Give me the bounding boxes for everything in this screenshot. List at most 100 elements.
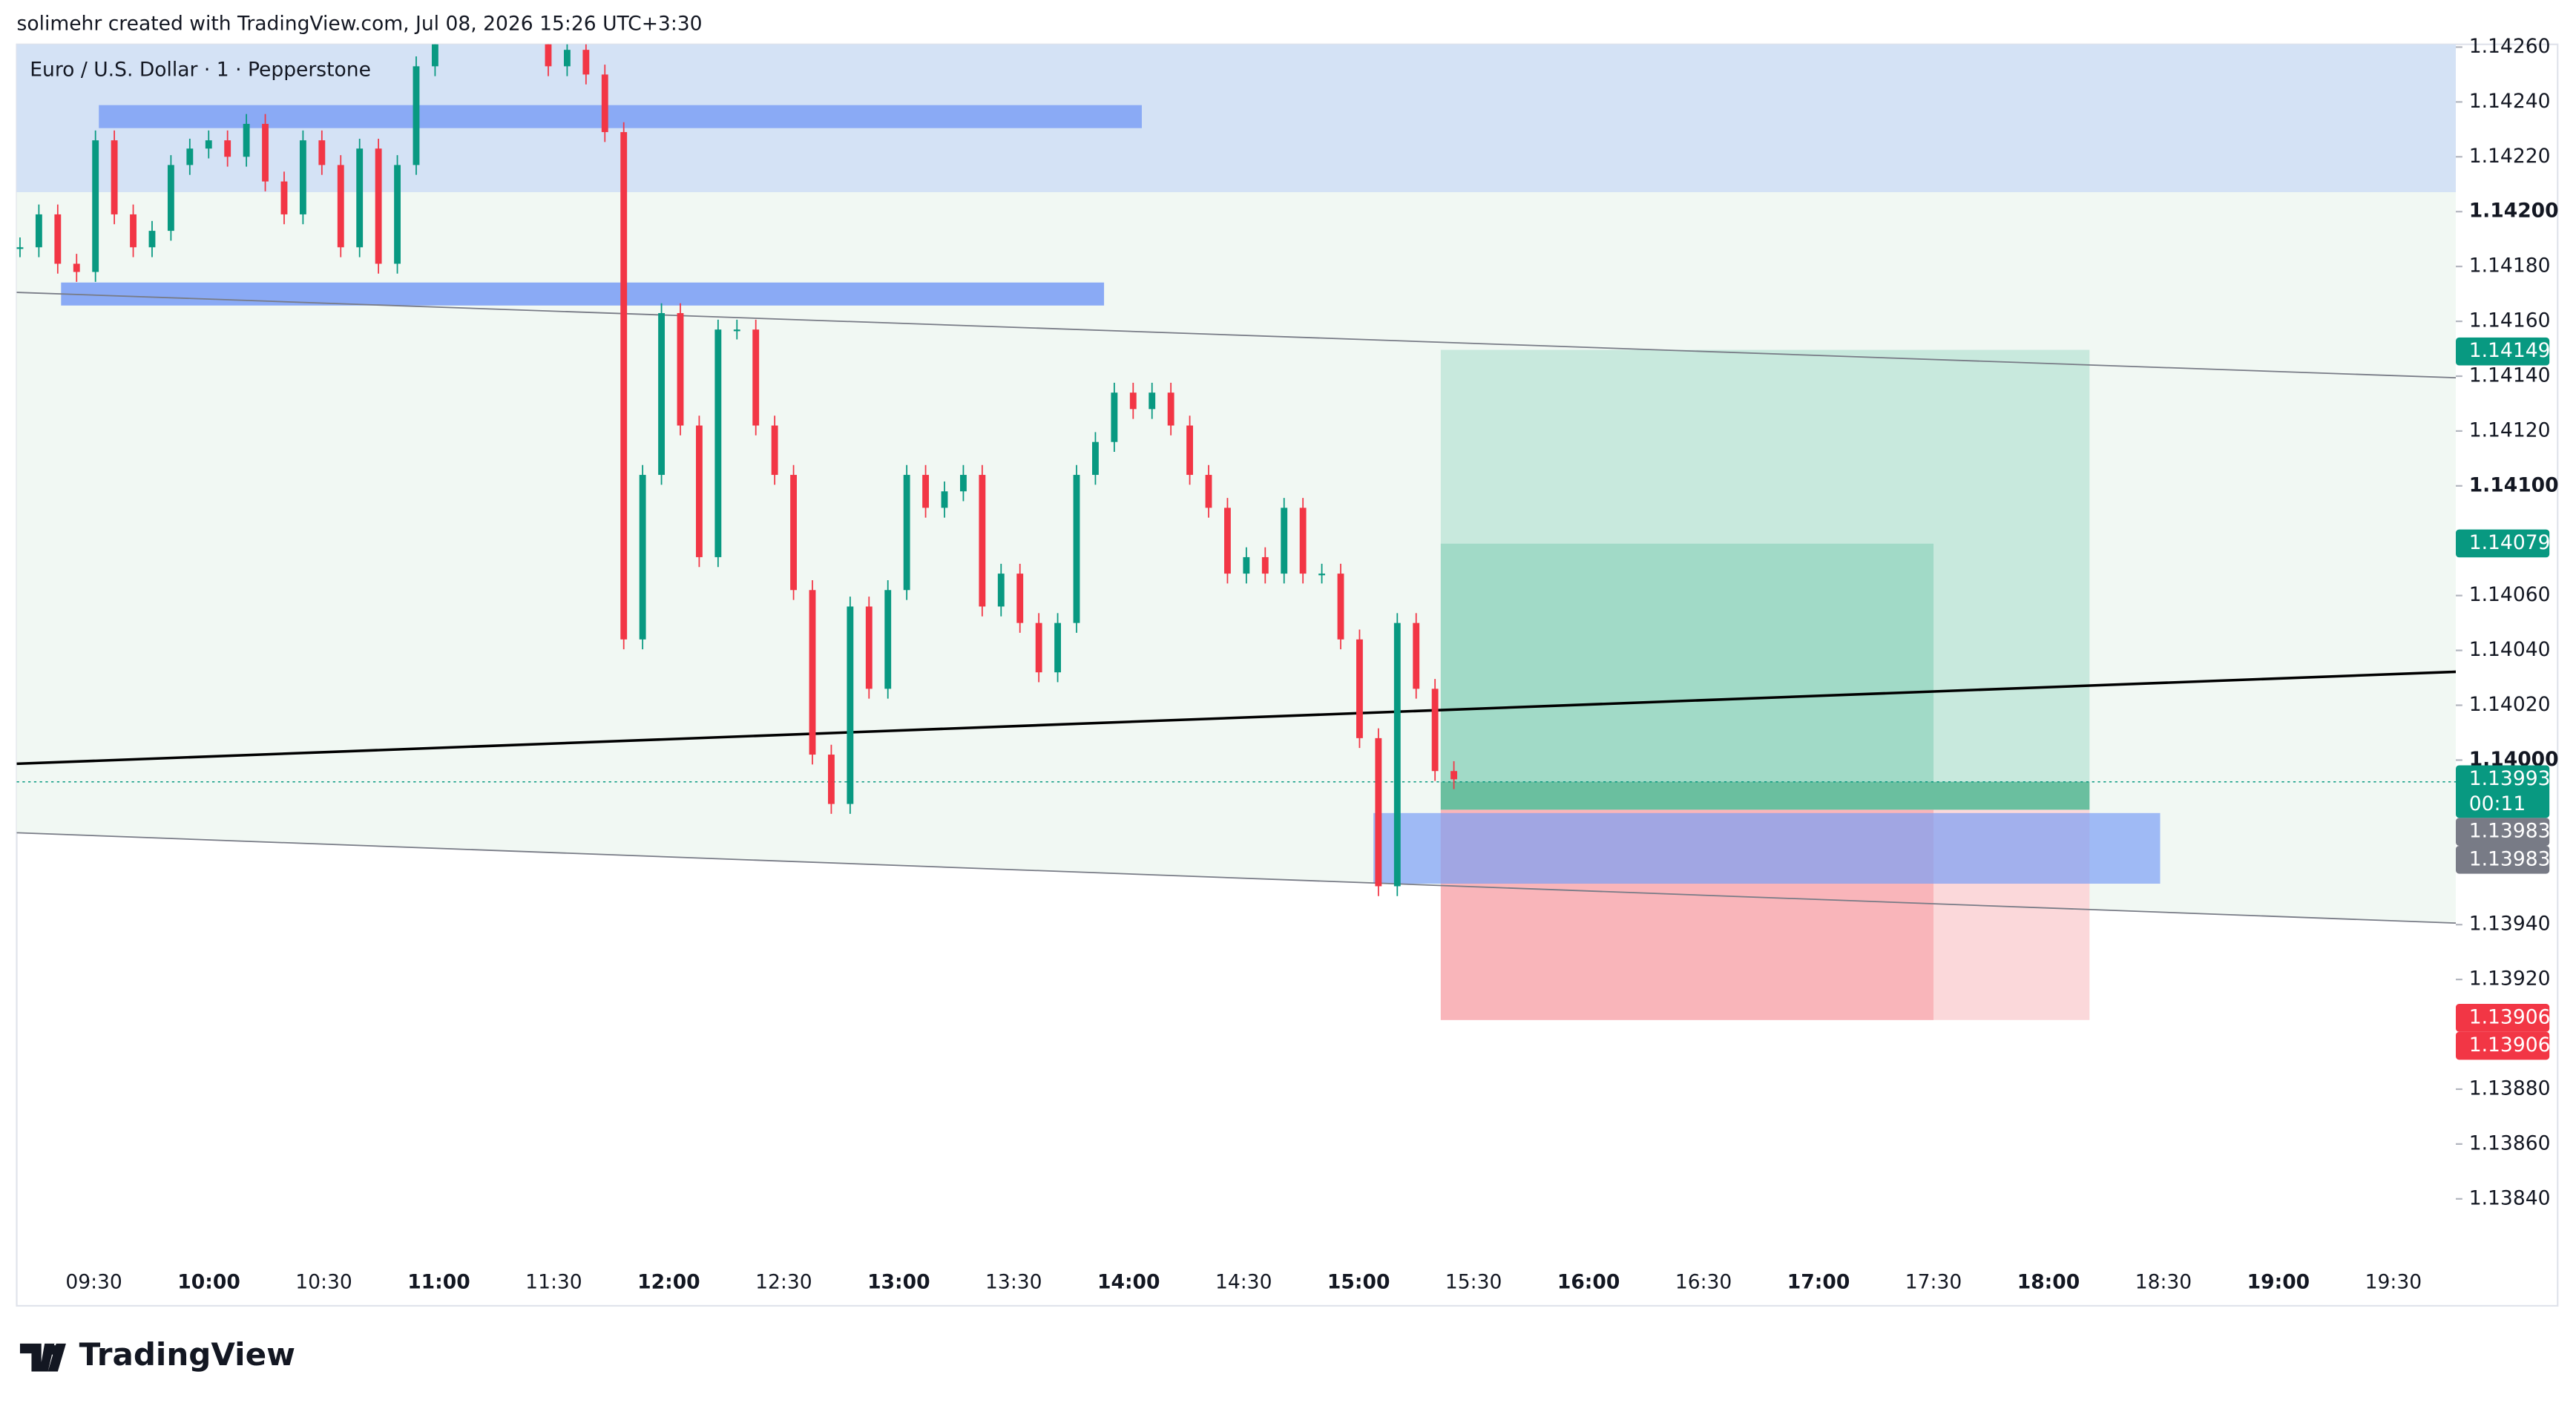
x-tick-label: 16:00 <box>1557 1270 1620 1293</box>
candle <box>1299 507 1307 574</box>
price-tag <box>2456 1004 2550 1032</box>
candle <box>639 475 646 640</box>
candle <box>205 140 212 149</box>
candle <box>827 755 835 804</box>
candle <box>752 329 760 426</box>
y-tick-label: 1.14200 <box>2469 200 2559 223</box>
candle <box>1224 507 1231 574</box>
level-box <box>61 282 1105 306</box>
candle <box>413 66 420 165</box>
candle <box>941 491 948 508</box>
price-tag <box>2456 1031 2550 1060</box>
x-tick-label: 11:00 <box>407 1270 470 1293</box>
trend-line <box>16 832 2457 924</box>
y-tick-label: 1.14120 <box>2469 418 2551 441</box>
candle <box>960 475 967 492</box>
price-tag-label: 1.13983 <box>2469 820 2551 843</box>
y-tick-label: 1.14260 <box>2469 35 2551 58</box>
drawings <box>16 44 2457 1020</box>
candle <box>1261 556 1269 574</box>
candle <box>582 50 590 75</box>
candle <box>167 165 174 231</box>
trend-line <box>16 670 2457 766</box>
logo-icon <box>49 1345 60 1356</box>
candle <box>148 231 156 248</box>
x-tick-label: 18:30 <box>2135 1270 2192 1293</box>
x-tick-label: 12:30 <box>755 1270 812 1293</box>
candle <box>1167 392 1174 426</box>
candle <box>337 165 344 248</box>
x-tick-label: 17:00 <box>1787 1270 1850 1293</box>
price-tag <box>2456 529 2550 558</box>
x-tick-label: 14:30 <box>1215 1270 1272 1293</box>
candle <box>243 123 250 157</box>
candle <box>224 140 231 157</box>
candle <box>1186 425 1194 476</box>
candle <box>771 425 778 476</box>
trend-line <box>16 292 2457 379</box>
candle <box>35 214 42 248</box>
candle <box>431 44 438 67</box>
candle <box>922 475 929 508</box>
candle <box>318 140 326 165</box>
y-tick-label: 1.14060 <box>2469 583 2551 606</box>
price-tag <box>2456 765 2550 818</box>
logo-icon <box>19 1343 66 1372</box>
candle <box>375 148 382 264</box>
x-tick-label: 15:30 <box>1445 1270 1502 1293</box>
candle <box>658 312 665 476</box>
x-tick-label: 19:30 <box>2365 1270 2422 1293</box>
candle <box>884 590 892 689</box>
y-tick-label: 1.14180 <box>2469 254 2551 277</box>
x-tick-label: 13:00 <box>867 1270 930 1293</box>
y-tick-label: 1.13860 <box>2469 1131 2551 1154</box>
price-tag <box>2456 845 2550 874</box>
candle <box>1111 392 1118 442</box>
candle <box>1375 738 1382 887</box>
candle <box>1318 574 1326 576</box>
candle <box>563 50 571 67</box>
level-box <box>99 105 1142 128</box>
y-tick-label: 1.14160 <box>2469 309 2551 332</box>
candle <box>1016 574 1024 623</box>
y-tick-label: 1.14020 <box>2469 693 2551 716</box>
candle <box>1431 689 1439 772</box>
x-tick-label: 11:30 <box>525 1270 582 1293</box>
profit-zone <box>1440 781 2090 810</box>
countdown: 00:11 <box>2469 792 2526 815</box>
candle <box>1281 507 1288 574</box>
y-tick-label: 1.14100 <box>2469 473 2559 496</box>
candle <box>1073 475 1080 623</box>
candle <box>54 214 62 264</box>
candle <box>714 329 722 557</box>
x-tick-label: 10:30 <box>295 1270 352 1293</box>
logo-text: TradingView <box>79 1336 295 1373</box>
candle <box>111 140 118 214</box>
candle <box>695 425 703 557</box>
x-tick-label: 15:00 <box>1327 1270 1390 1293</box>
x-tick-label: 16:30 <box>1675 1270 1732 1293</box>
y-tick-label: 1.13920 <box>2469 968 2551 991</box>
candle <box>1149 392 1156 410</box>
candle <box>92 140 99 272</box>
price-tag-label: 1.13983 <box>2469 847 2551 870</box>
candle <box>847 606 854 804</box>
candle <box>1356 639 1363 738</box>
y-tick-label: 1.14220 <box>2469 145 2551 168</box>
x-tick-label: 17:30 <box>1905 1270 1962 1293</box>
candle <box>1337 574 1344 640</box>
candle <box>1393 622 1401 887</box>
entry-box <box>1373 812 2161 884</box>
candle <box>997 574 1005 607</box>
x-tick-label: 18:00 <box>2017 1270 2080 1293</box>
candle <box>1035 622 1042 673</box>
candle <box>1054 622 1062 673</box>
candle <box>16 247 24 249</box>
y-tick-label: 1.14240 <box>2469 90 2551 113</box>
candle <box>394 165 401 264</box>
candle <box>130 214 137 248</box>
candle <box>903 475 910 591</box>
candle <box>262 123 269 182</box>
